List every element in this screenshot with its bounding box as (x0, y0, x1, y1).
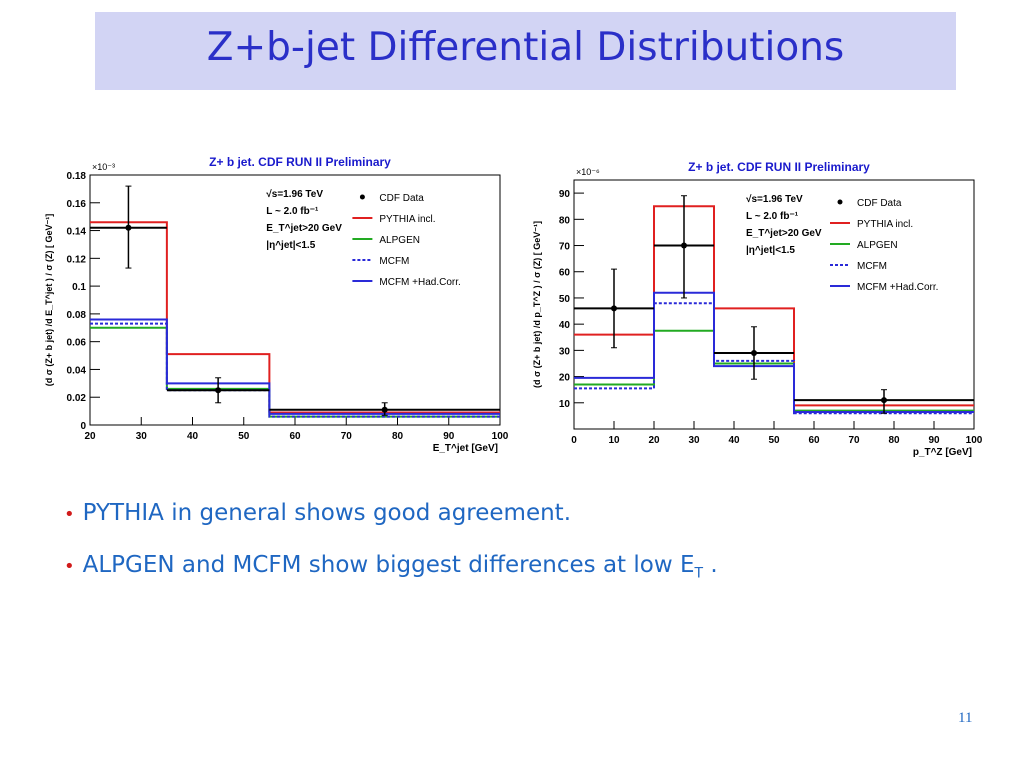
data-point (751, 349, 757, 356)
y-axis-label: (d σ (Z+ b jet) /d E_T^jet ) / σ (Z) [ G… (44, 214, 54, 387)
x-tick-label: 90 (443, 431, 455, 442)
x-tick-label: 100 (966, 435, 983, 446)
x-tick-label: 30 (688, 435, 700, 446)
y-tick-label: 70 (559, 242, 571, 253)
legend-label: MCFM +Had.Corr. (857, 282, 938, 293)
data-point (125, 224, 132, 231)
x-tick-label: 40 (187, 431, 199, 442)
series-line (90, 221, 500, 414)
legend-marker (359, 194, 365, 200)
x-tick-label: 60 (289, 431, 301, 442)
y-tick-label: 80 (559, 215, 571, 226)
plot-frame (89, 174, 501, 426)
axis-exponent: ×10⁻³ (92, 162, 115, 172)
y-tick-label: 0.14 (67, 227, 87, 238)
legend-label: MCFM +Had.Corr. (379, 277, 460, 288)
x-tick-label: 50 (238, 431, 250, 442)
info-text: L ~ 2.0 fb⁻¹ (266, 206, 319, 217)
x-axis-label: p_T^Z [GeV] (913, 447, 972, 458)
legend-label: ALPGEN (857, 240, 898, 251)
slide-title: Z+b-jet Differential Distributions (206, 25, 845, 70)
bullet-item: • PYTHIA in general shows good agreement… (64, 500, 718, 552)
y-axis-label: (d σ (Z+ b jet) /d p_T^Z ) / σ (Z) [ GeV… (532, 221, 542, 388)
x-tick-label: 70 (341, 431, 353, 442)
legend-marker (837, 199, 843, 205)
bullet-text: PYTHIA in general shows good agreement. (82, 500, 572, 526)
y-tick-label: 0.02 (67, 393, 87, 404)
data-point (381, 406, 388, 413)
x-tick-label: 0 (571, 435, 577, 446)
y-tick-label: 0.12 (67, 254, 87, 265)
y-tick-label: 0.1 (72, 282, 86, 293)
title-banner: Z+b-jet Differential Distributions (95, 12, 956, 90)
y-tick-label: 0.16 (67, 199, 87, 210)
legend-label: MCFM (379, 256, 409, 267)
x-tick-label: 80 (392, 431, 404, 442)
x-tick-label: 20 (648, 435, 660, 446)
info-text: √s=1.96 TeV (266, 189, 323, 200)
bullet-list: • PYTHIA in general shows good agreement… (64, 500, 718, 604)
info-text: E_T^jet>20 GeV (746, 228, 822, 239)
legend-label: PYTHIA incl. (857, 219, 913, 230)
x-tick-label: 90 (928, 435, 940, 446)
legend-label: ALPGEN (379, 235, 420, 246)
x-tick-label: 10 (608, 435, 620, 446)
data-point (881, 397, 887, 404)
info-text: E_T^jet>20 GeV (266, 223, 342, 234)
x-tick-label: 50 (768, 435, 780, 446)
x-axis-label: E_T^jet [GeV] (433, 443, 498, 454)
legend-label: MCFM (857, 261, 887, 272)
legend-label: CDF Data (379, 193, 424, 204)
y-tick-label: 0.04 (67, 365, 87, 376)
y-tick-label: 0 (80, 421, 86, 432)
y-tick-label: 50 (559, 294, 571, 305)
data-point (681, 242, 687, 249)
y-tick-label: 90 (559, 189, 571, 200)
y-tick-label: 0.18 (67, 171, 87, 182)
x-tick-label: 100 (492, 431, 509, 442)
y-tick-label: 60 (559, 268, 571, 279)
y-tick-label: 0.06 (67, 338, 87, 349)
x-tick-label: 40 (728, 435, 740, 446)
info-text: |η^jet|<1.5 (746, 245, 795, 256)
chart-et-distribution: Z+ b jet. CDF RUN II Preliminary ×10⁻³ 20 3… (40, 150, 520, 460)
legend-label: CDF Data (857, 198, 902, 209)
bullet-dot-icon: • (64, 556, 75, 577)
bullet-dot-icon: • (64, 504, 75, 525)
chart-svg: Z+ b jet. CDF RUN II Preliminary ×10⁻³ 20 3… (44, 155, 509, 454)
y-tick-label: 40 (559, 320, 571, 331)
data-point (611, 305, 617, 312)
data-point (215, 387, 222, 394)
x-tick-label: 80 (888, 435, 900, 446)
x-tick-label: 20 (84, 431, 96, 442)
info-text: √s=1.96 TeV (746, 194, 803, 205)
y-tick-label: 20 (559, 373, 571, 384)
y-tick-label: 30 (559, 346, 571, 357)
bullet-text: ALPGEN and MCFM show biggest differences… (82, 552, 718, 582)
series-line (574, 291, 974, 413)
chart-title: Z+ b jet. CDF RUN II Preliminary (209, 155, 391, 169)
axis-exponent: ×10⁻⁶ (576, 167, 600, 177)
chart-svg: Z+ b jet. CDF RUN II Preliminary ×10⁻⁶ 0 10… (532, 160, 983, 458)
bullet-item: • ALPGEN and MCFM show biggest differenc… (64, 552, 718, 604)
series-line (90, 322, 500, 418)
info-text: |η^jet|<1.5 (266, 240, 315, 251)
x-tick-label: 70 (848, 435, 860, 446)
chart-title: Z+ b jet. CDF RUN II Preliminary (688, 160, 870, 174)
y-tick-label: 0.08 (67, 310, 87, 321)
legend-label: PYTHIA incl. (379, 214, 435, 225)
x-tick-label: 60 (808, 435, 820, 446)
page-number: 11 (958, 710, 973, 726)
chart-pt-distribution: Z+ b jet. CDF RUN II Preliminary ×10⁻⁶ 0 10… (528, 155, 988, 460)
info-text: L ~ 2.0 fb⁻¹ (746, 211, 799, 222)
y-tick-label: 10 (559, 399, 571, 410)
x-tick-label: 30 (136, 431, 148, 442)
